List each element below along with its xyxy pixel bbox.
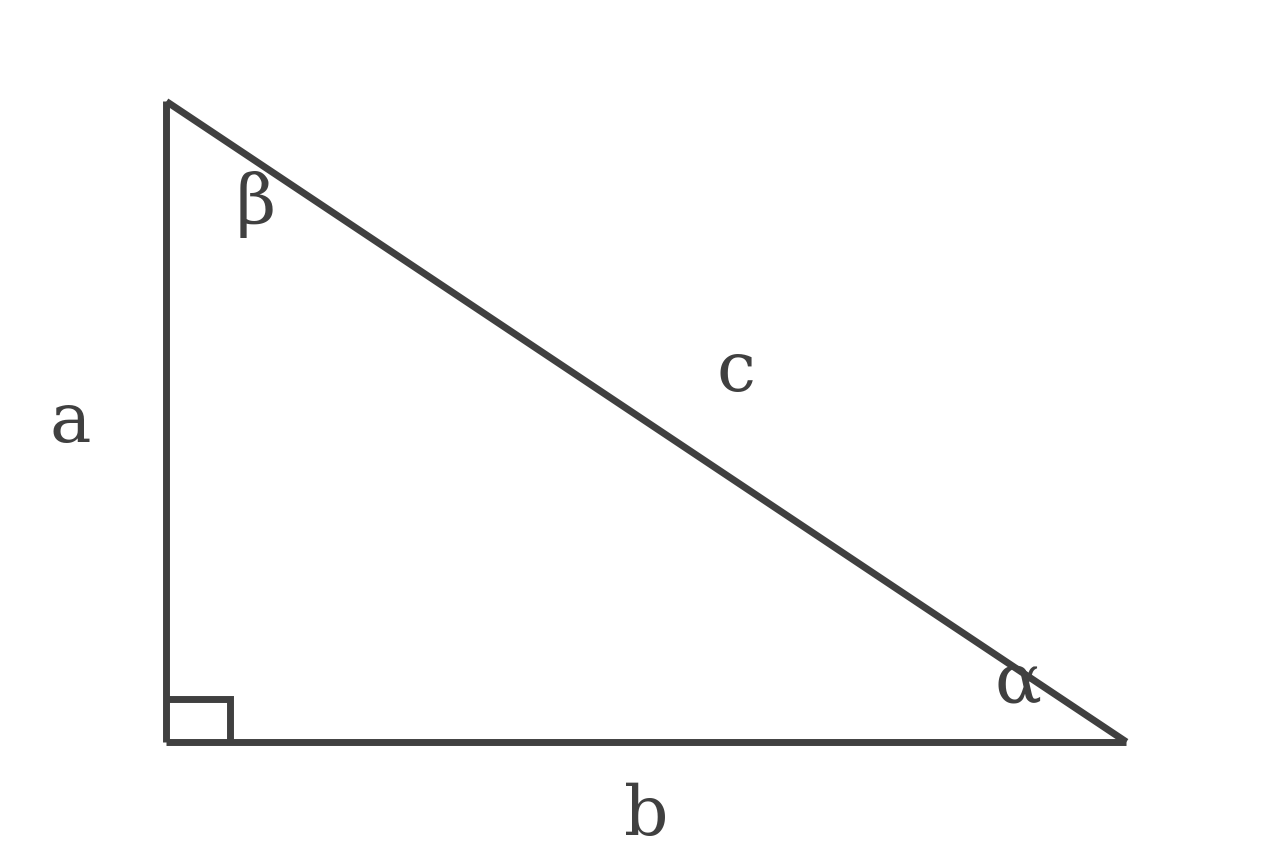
Text: b: b — [625, 781, 668, 848]
Text: α: α — [995, 649, 1041, 716]
Text: c: c — [717, 338, 755, 404]
Text: a: a — [50, 389, 91, 456]
Text: β: β — [236, 171, 276, 238]
